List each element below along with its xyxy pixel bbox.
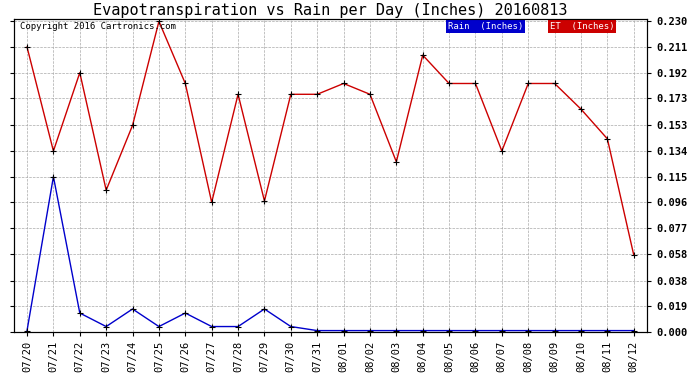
Title: Evapotranspiration vs Rain per Day (Inches) 20160813: Evapotranspiration vs Rain per Day (Inch… [93,3,568,18]
Text: Copyright 2016 Cartronics.com: Copyright 2016 Cartronics.com [20,22,176,31]
Text: ET  (Inches): ET (Inches) [550,22,615,31]
Text: Rain  (Inches): Rain (Inches) [448,22,523,31]
